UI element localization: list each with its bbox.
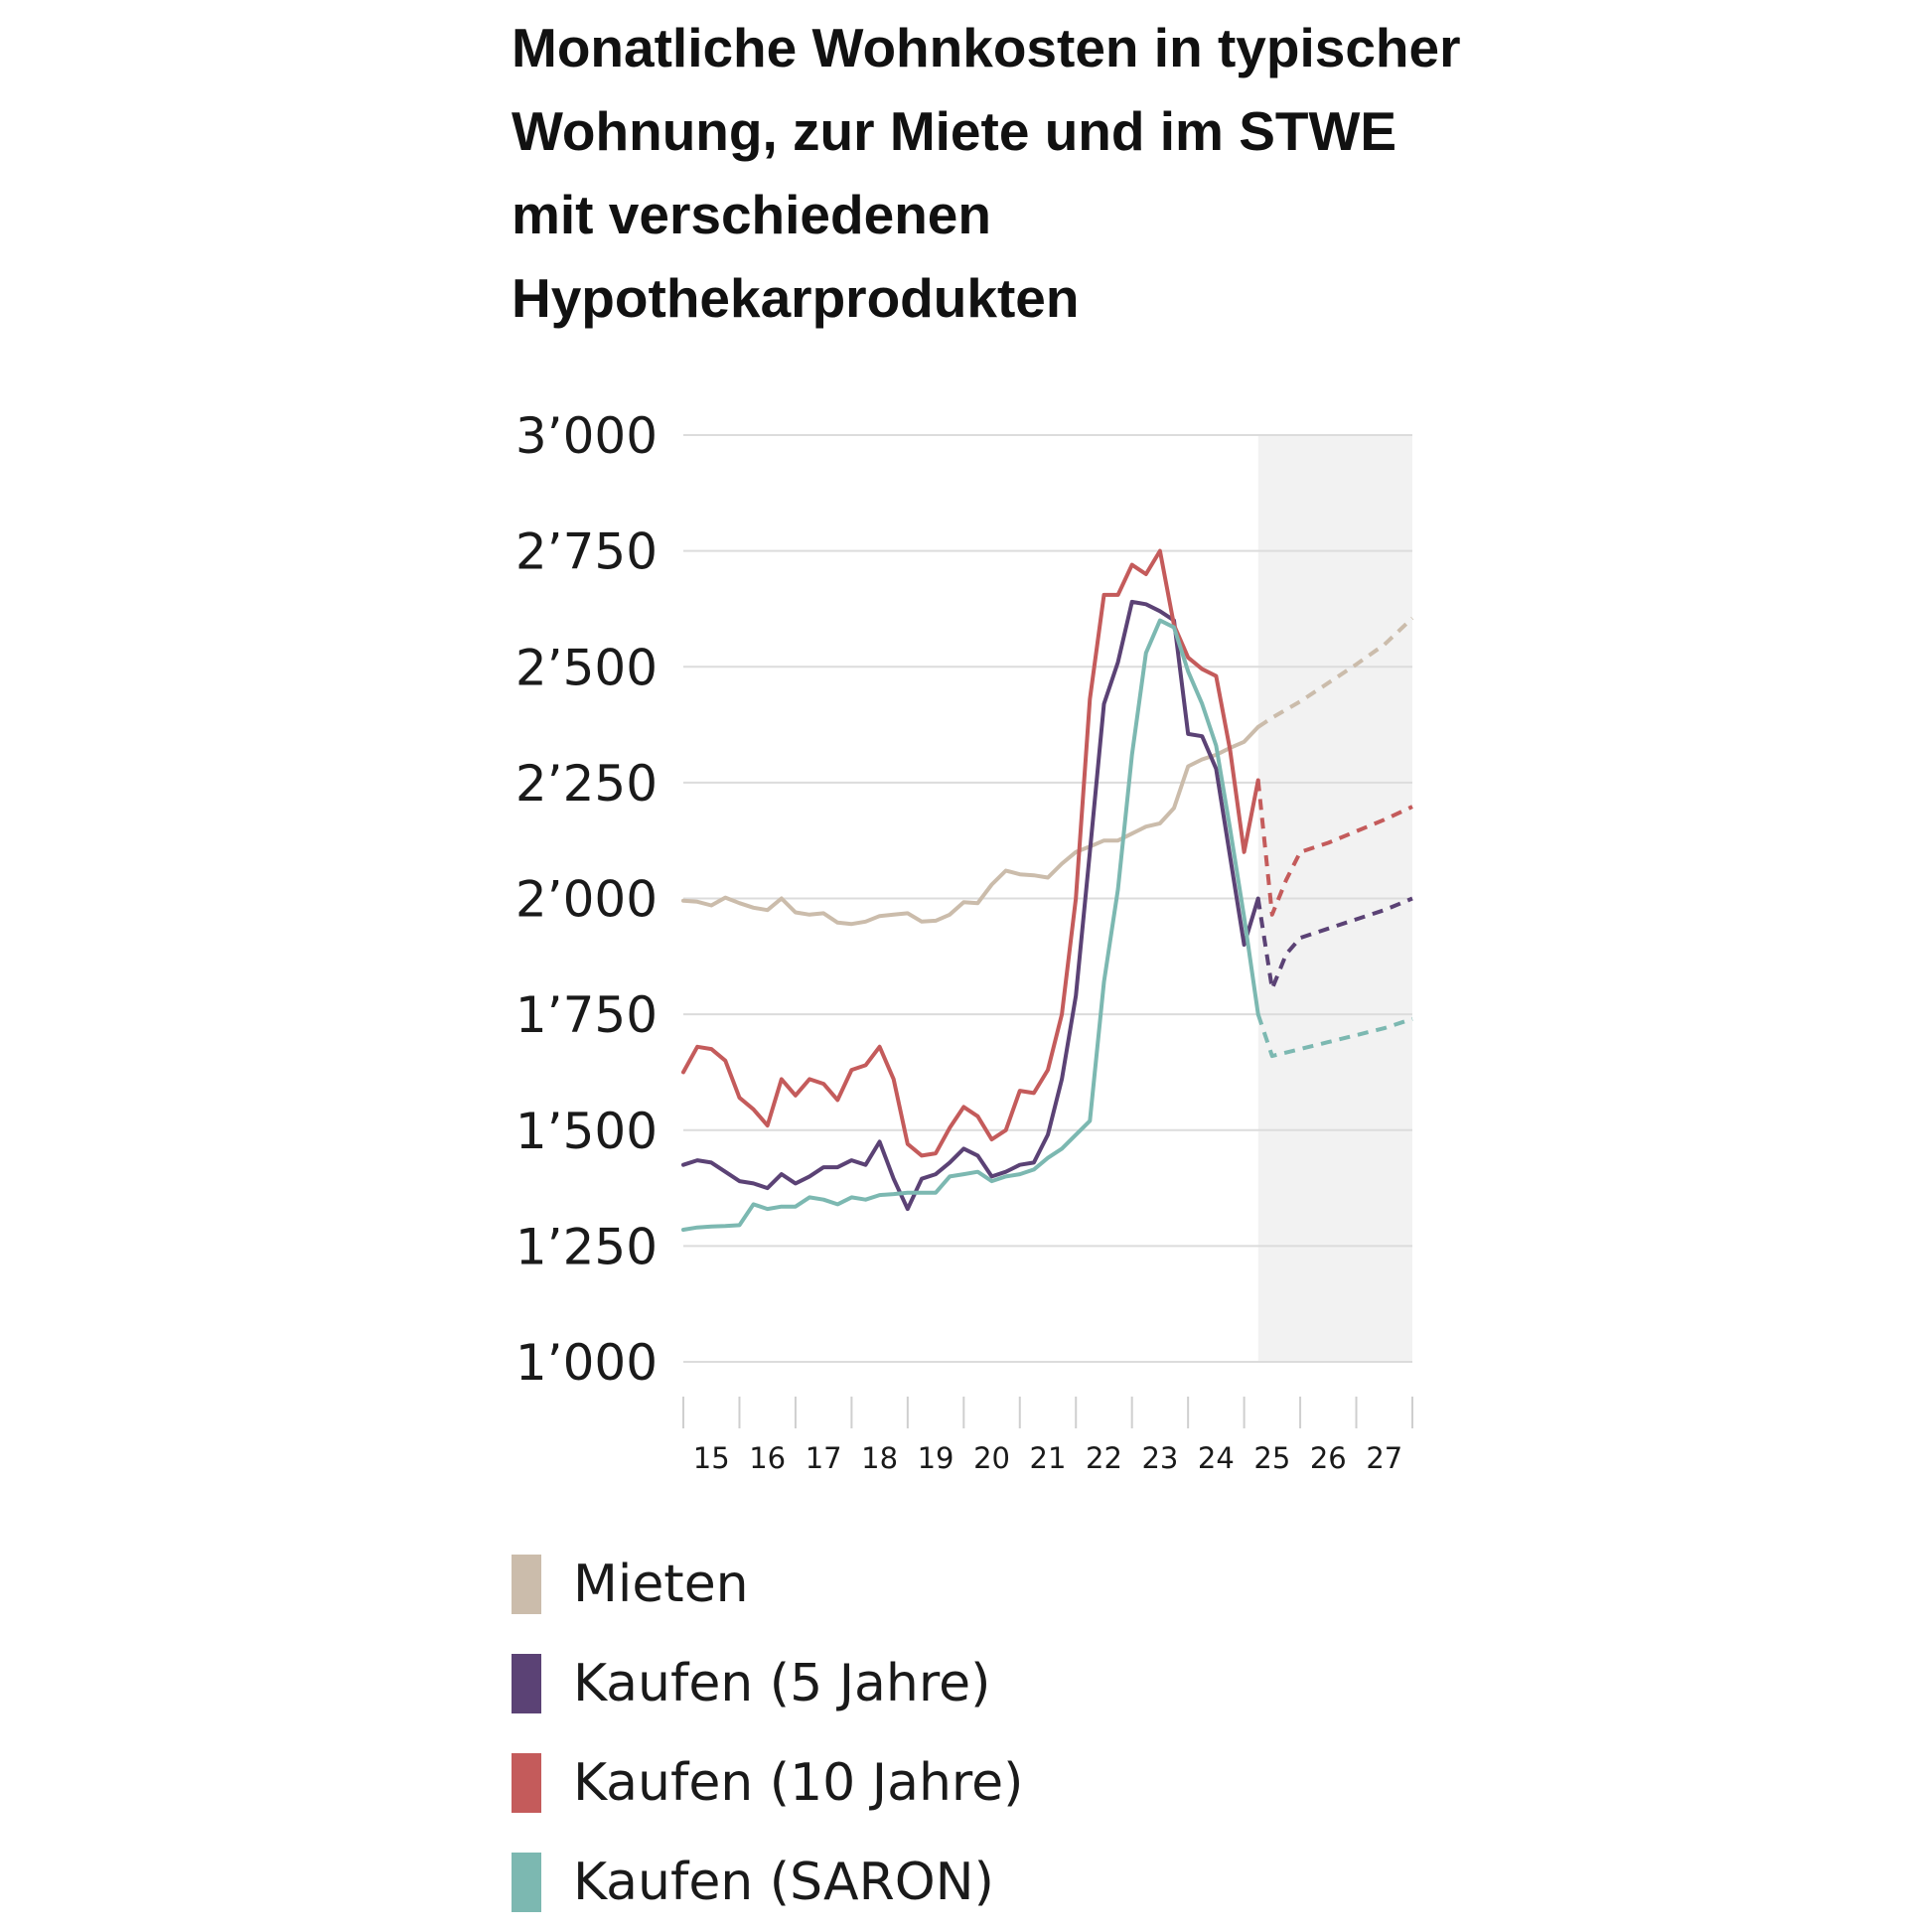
x-tick-label: 16 [749, 1441, 786, 1475]
x-tick-label: 18 [861, 1441, 898, 1475]
x-tick-label: 21 [1030, 1441, 1067, 1475]
x-tick-label: 15 [693, 1441, 730, 1475]
x-tick-label: 23 [1141, 1441, 1178, 1475]
y-tick-label: 1’750 [515, 986, 658, 1044]
forecast-line-kaufen-saron [1255, 1013, 1413, 1059]
y-tick-label: 1’500 [515, 1103, 658, 1160]
legend-label-kaufen-saron: Kaufen (SARON) [573, 1853, 994, 1912]
x-tick-label: 24 [1198, 1441, 1235, 1475]
y-tick-label: 2’250 [515, 755, 658, 813]
x-axis: 15 16 17 18 19 20 21 22 23 24 25 26 27 [682, 1397, 1413, 1475]
y-tick-label: 2’000 [515, 871, 658, 929]
y-axis-ticks: 1’000 1’250 1’500 1’750 2’000 2’250 2’500 2’750… [515, 407, 658, 1392]
legend-label-kaufen-10-jahre: Kaufen (10 Jahre) [573, 1753, 1024, 1813]
x-tick-label: 26 [1310, 1441, 1347, 1475]
x-tick-label: 22 [1086, 1441, 1122, 1475]
y-tick-label: 2’500 [515, 639, 658, 696]
x-tick-label: 20 [973, 1441, 1010, 1475]
y-tick-label: 3’000 [515, 407, 658, 465]
y-tick-label: 1’250 [515, 1218, 658, 1275]
legend-swatch-kaufen-5-jahre [512, 1654, 541, 1713]
legend-swatch-mieten [512, 1555, 541, 1614]
x-tick-label: 27 [1366, 1441, 1402, 1475]
forecast-line-mieten [1256, 616, 1414, 729]
x-tick-label: 17 [806, 1441, 842, 1475]
legend-swatch-kaufen-saron [512, 1853, 541, 1912]
series-line-mieten [681, 724, 1260, 927]
x-tick-label: 19 [918, 1441, 954, 1475]
y-tick-label: 2’750 [515, 523, 658, 581]
y-tick-label: 1’000 [515, 1334, 658, 1392]
legend-label-kaufen-5-jahre: Kaufen (5 Jahre) [573, 1654, 991, 1713]
x-tick-label: 25 [1253, 1441, 1290, 1475]
forecast-line-kaufen-10-jahre [1255, 780, 1413, 917]
series-line-kaufen-5-jahre [681, 599, 1260, 1212]
legend-swatch-kaufen-10-jahre [512, 1753, 541, 1813]
series-line-kaufen-saron [681, 618, 1260, 1232]
series-lines [681, 548, 1414, 1232]
chart-title: Monatliche Wohnkosten in typischer Wohnu… [512, 17, 1461, 329]
series-line-kaufen-10-jahre [681, 548, 1260, 1158]
forecast-line-kaufen-5-jahre [1255, 896, 1413, 991]
legend-label-mieten: Mieten [573, 1555, 749, 1614]
